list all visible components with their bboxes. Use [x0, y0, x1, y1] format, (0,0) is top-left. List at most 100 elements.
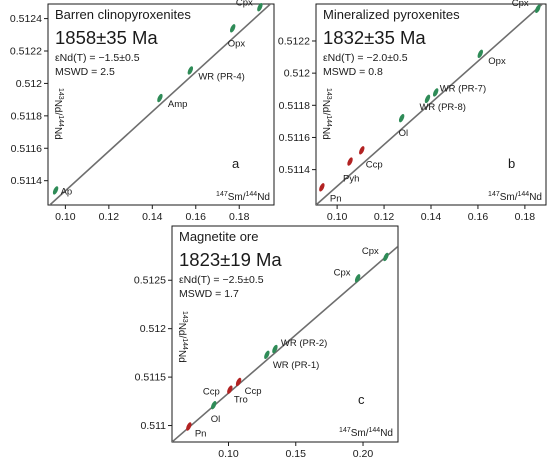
panel-c-point-label: Cpx	[362, 246, 379, 257]
panel-c-point-tro	[227, 385, 233, 394]
panel-c-ylabel: 143Nd/144Nd	[176, 311, 188, 363]
panel-b-xlabel: 147Sm/144Nd	[488, 191, 542, 203]
panel-a-point-label: Amp	[168, 99, 188, 110]
panel-b-title: Mineralized pyroxenites	[323, 7, 460, 22]
panel-a-y-tick-label: 0.5122	[10, 46, 42, 58]
panel-b-isochron-line	[316, 4, 544, 205]
panel-a-point-label: Ap	[61, 186, 73, 197]
panel-b-letter: b	[508, 156, 515, 171]
panel-b-epsilon-nd: εNd(T) = −2.0±0.5	[323, 52, 408, 64]
panel-b-age: 1832±35 Ma	[323, 27, 426, 48]
panel-b-point-ccp	[359, 146, 365, 155]
panel-b-point-label: Ccp	[366, 159, 383, 170]
panel-c: 0.10 0.15 0.20 0.511 0.5115 0.512 0.5125 Pn Ol Tr…	[134, 225, 399, 458]
panel-a-x-tick-label: 0.14	[142, 211, 163, 223]
panel-b-y-tick-label: 0.512	[284, 68, 310, 80]
panel-a-xlabel: 147Sm/144Nd	[216, 191, 270, 203]
panel-c-point-ol	[210, 401, 217, 410]
panel-c-xlabel: 147Sm/144Nd	[339, 427, 393, 439]
panel-b-point-cpx	[535, 4, 541, 14]
panel-b-x-tick-label: 0.12	[374, 211, 395, 223]
panel-b-point-label: Pyh	[343, 174, 359, 185]
panel-b-mswd: MSWD = 0.8	[323, 66, 383, 78]
panel-b-plot: 0.10 0.12 0.14 0.16 0.18 0.5114 0.5116 0.5118 0.…	[278, 0, 544, 223]
panel-a-x-tick-label: 0.18	[229, 211, 250, 223]
panel-c-epsilon-nd: εNd(T) = −2.5±0.5	[179, 274, 264, 286]
panel-a-epsilon-nd: εNd(T) = −1.5±0.5	[55, 52, 140, 64]
panel-c-point-label: Ccp	[245, 386, 262, 397]
panel-a-point-wr-pr-4	[187, 66, 194, 75]
panel-a-y-tick-label: 0.5124	[10, 13, 42, 25]
panel-c-point-wr-pr-2	[272, 344, 278, 354]
panel-c-point-label: Ccp	[203, 387, 220, 398]
panel-c-y-tick-label: 0.512	[140, 323, 166, 335]
panel-c-x-tick-label: 0.10	[218, 448, 239, 458]
panel-c-point-wr-pr-1	[264, 350, 270, 360]
panel-c-point-label: WR (PR-1)	[273, 360, 319, 371]
panel-b-y-tick-label: 0.5122	[278, 35, 310, 47]
panel-a-letter: a	[232, 156, 240, 171]
panel-b-point-opx	[477, 49, 483, 59]
panel-b-point-wr-pr-8	[424, 94, 431, 104]
panel-c-point-label: Ol	[211, 414, 221, 425]
panel-a-y-tick-label: 0.5118	[11, 110, 42, 122]
panel-c-point-label: Tro	[234, 395, 248, 406]
panel-c-title: Magnetite ore	[179, 229, 259, 244]
panel-a-x-tick-label: 0.12	[99, 211, 120, 223]
panel-a-isochron-line	[48, 4, 272, 205]
panel-a-point-label: WR (PR-4)	[198, 71, 244, 82]
panel-a-frame	[47, 3, 275, 206]
panel-c-point-label: Cpx	[334, 267, 351, 278]
panel-b-x-tick-label: 0.10	[327, 211, 348, 223]
panel-b-point-wr-pr-7	[432, 88, 439, 97]
panel-c-point-label: Pn	[195, 429, 207, 440]
panel-c-point-label: WR (PR-2)	[281, 338, 327, 349]
panel-a-point-cpx	[257, 3, 263, 12]
panel-b-point-pn	[319, 183, 325, 192]
panel-a-plot: 0.10 0.12 0.14 0.16 0.18 0.5114 0.5116 0.5118 0.…	[10, 0, 272, 223]
panel-a-point-ap	[52, 186, 59, 195]
panel-c-x-tick-label: 0.20	[353, 448, 374, 458]
panel-b: 0.10 0.12 0.14 0.16 0.18 0.5114 0.5116 0.5118 0.…	[278, 0, 547, 223]
panel-c-y-tick-label: 0.5115	[135, 372, 166, 384]
panel-c-x-tick-label: 0.15	[286, 448, 307, 458]
panel-c-letter: c	[358, 392, 365, 407]
panel-a-mswd: MSWD = 2.5	[55, 66, 115, 78]
panel-a-point-opx	[230, 24, 236, 33]
panel-c-frame	[171, 225, 399, 443]
panel-b-x-tick-label: 0.18	[515, 211, 536, 223]
panel-c-point-ccp	[235, 377, 242, 387]
panel-a-ylabel: 143Nd/144Nd	[52, 88, 64, 140]
panel-a-y-tick-label: 0.5114	[11, 175, 42, 187]
panel-b-point-label: WR (PR-8)	[419, 102, 465, 113]
panel-a-x-tick-label: 0.16	[186, 211, 207, 223]
panel-a-age: 1858±35 Ma	[55, 27, 158, 48]
panel-b-point-label: Ol	[399, 128, 409, 139]
panel-c-y-tick-label: 0.5125	[134, 275, 166, 287]
panel-a-x-tick-label: 0.10	[55, 211, 76, 223]
panel-a-title: Barren clinopyroxenites	[55, 7, 191, 22]
panel-c-point-pn	[186, 422, 192, 431]
panel-a-point-amp	[157, 93, 163, 103]
panel-b-y-tick-label: 0.5118	[279, 100, 310, 112]
panel-b-point-label: WR (PR-7)	[440, 83, 486, 94]
panel-a-point-label: Opx	[228, 38, 246, 49]
panel-b-point-label: Opx	[488, 56, 506, 67]
panel-b-point-ol	[398, 113, 405, 123]
panel-c-plot: 0.10 0.15 0.20 0.511 0.5115 0.512 0.5125 Pn Ol Tr…	[134, 245, 398, 458]
panel-c-isochron-line	[172, 245, 398, 442]
panel-c-point-cpx	[354, 274, 361, 283]
panel-a-y-tick-label: 0.512	[16, 78, 42, 90]
panel-b-point-label: Pn	[330, 193, 342, 204]
panel-b-point-pyh	[347, 157, 353, 166]
panel-b-y-tick-label: 0.5116	[279, 132, 310, 144]
panel-b-y-tick-label: 0.5114	[279, 164, 310, 176]
panel-b-point-label: Cpx	[512, 0, 529, 9]
panel-a: 0.10 0.12 0.14 0.16 0.18 0.5114 0.5116 0.5118 0.…	[10, 0, 275, 223]
panel-b-ylabel: 143Nd/144Nd	[320, 88, 332, 140]
panel-c-mswd: MSWD = 1.7	[179, 288, 239, 300]
panel-c-age: 1823±19 Ma	[179, 249, 282, 270]
panel-b-x-tick-label: 0.14	[421, 211, 442, 223]
panel-c-y-tick-label: 0.511	[141, 420, 167, 432]
